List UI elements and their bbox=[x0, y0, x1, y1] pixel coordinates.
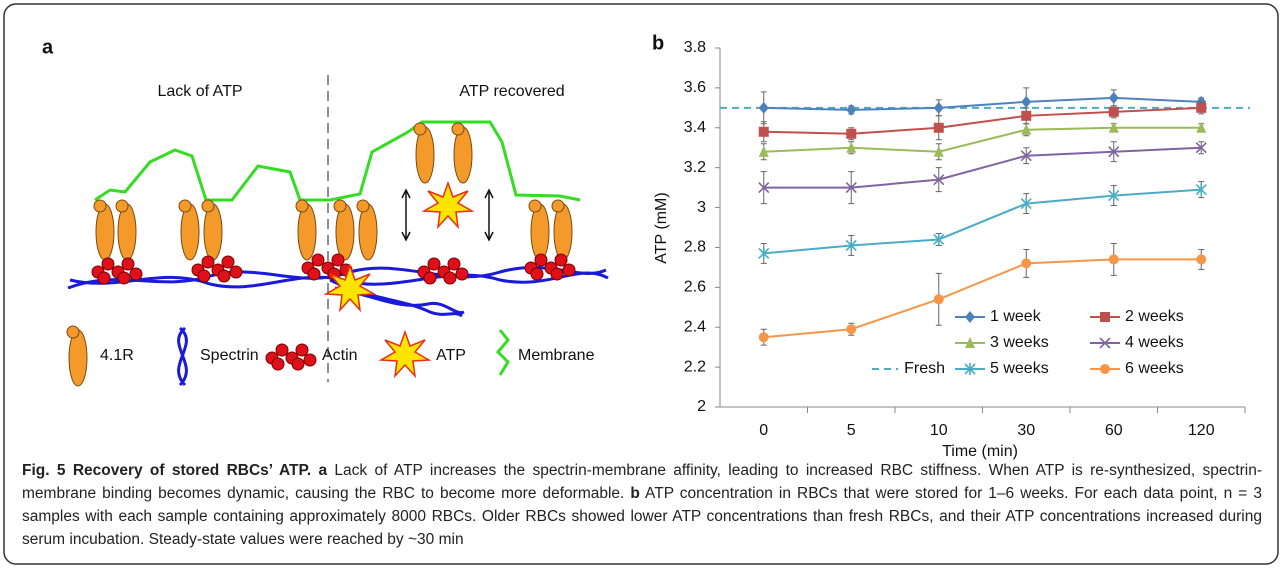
data-point bbox=[1108, 254, 1119, 265]
caption-text: ATP concentration in RBCs that were stor… bbox=[22, 485, 1262, 548]
data-point bbox=[758, 126, 769, 137]
x-tick-label: 10 bbox=[930, 422, 948, 439]
atp-icon bbox=[423, 182, 473, 228]
series-line bbox=[763, 146, 1202, 189]
data-point bbox=[758, 247, 770, 260]
legend-label: 6 weeks bbox=[1125, 360, 1184, 377]
data-point bbox=[1021, 110, 1032, 121]
data-point bbox=[1195, 142, 1207, 154]
data-point bbox=[933, 101, 944, 114]
data-point bbox=[1108, 121, 1119, 133]
data-point bbox=[933, 174, 945, 186]
caption-part-label: b bbox=[630, 485, 640, 502]
data-point bbox=[845, 182, 857, 194]
legend-label: Fresh bbox=[904, 360, 945, 377]
y-tick-label: 2.4 bbox=[684, 318, 706, 335]
data-point bbox=[1108, 91, 1119, 104]
legend-marker bbox=[964, 363, 976, 375]
data-point bbox=[1021, 95, 1032, 108]
panel-label: a bbox=[42, 36, 54, 58]
data-point bbox=[1196, 254, 1207, 265]
data-point bbox=[1020, 197, 1032, 210]
data-point bbox=[1196, 102, 1207, 113]
membrane bbox=[94, 120, 581, 202]
data-point bbox=[846, 128, 857, 139]
arrows bbox=[401, 188, 494, 242]
legend-marker bbox=[965, 337, 975, 348]
proteins bbox=[93, 122, 573, 261]
legend-marker bbox=[1100, 364, 1110, 374]
y-tick-label: 3 bbox=[697, 199, 706, 216]
series-line bbox=[763, 106, 1202, 135]
x-tick-label: 5 bbox=[847, 422, 856, 439]
data-point bbox=[1108, 146, 1120, 158]
y-tick-label: 2.6 bbox=[684, 279, 706, 296]
y-tick-label: 2 bbox=[697, 398, 706, 415]
data-point bbox=[933, 122, 944, 133]
data-point bbox=[933, 233, 945, 246]
data-point bbox=[933, 294, 944, 305]
data-point bbox=[758, 101, 769, 114]
data-point bbox=[758, 182, 770, 194]
data-point bbox=[846, 141, 857, 153]
caption-part-label: a bbox=[318, 462, 328, 479]
data-point bbox=[1108, 189, 1120, 202]
panel-a-title: Lack of ATP bbox=[157, 83, 242, 100]
data-point bbox=[1195, 183, 1207, 196]
legend-label: 3 weeks bbox=[990, 334, 1049, 351]
legend-label: 2 weeks bbox=[1125, 308, 1184, 325]
series-line bbox=[763, 96, 1202, 111]
panel-a-title: ATP recovered bbox=[459, 83, 564, 100]
caption-text: Lack of ATP increases the spectrin-membr… bbox=[22, 462, 1262, 502]
data-point bbox=[845, 239, 857, 252]
legend-label: 4.1R bbox=[100, 347, 134, 364]
x-tick-label: 60 bbox=[1105, 422, 1123, 439]
legend-label: Spectrin bbox=[200, 347, 259, 364]
diagram-legend bbox=[66, 325, 510, 387]
data-point bbox=[933, 145, 944, 157]
y-tick-label: 2.2 bbox=[684, 358, 706, 375]
frame bbox=[3, 3, 1279, 565]
series-line bbox=[763, 126, 1202, 153]
series-line bbox=[763, 258, 1202, 339]
legend-label: 5 weeks bbox=[990, 360, 1049, 377]
data-point bbox=[1021, 258, 1032, 269]
legend-marker bbox=[1100, 312, 1110, 322]
data-point bbox=[1108, 106, 1119, 117]
y-tick-label: 3.8 bbox=[684, 39, 706, 56]
x-tick-label: 30 bbox=[1017, 422, 1035, 439]
caption-title: Fig. 5 Recovery of stored RBCs’ ATP. bbox=[22, 462, 312, 479]
data-point bbox=[758, 145, 769, 157]
legend-label: Membrane bbox=[518, 347, 595, 364]
data-point bbox=[1020, 150, 1032, 162]
y-tick-label: 3.6 bbox=[684, 79, 706, 96]
x-axis-label: Time (min) bbox=[942, 443, 1018, 460]
legend-marker bbox=[965, 311, 975, 323]
legend-label: ATP bbox=[436, 347, 466, 364]
y-tick-label: 3.2 bbox=[684, 159, 706, 176]
series-line bbox=[763, 188, 1202, 255]
panel-label: b bbox=[652, 32, 664, 54]
legend-marker bbox=[1099, 337, 1111, 349]
legend-label: 1 week bbox=[990, 308, 1042, 325]
caption: Fig. 5 Recovery of stored RBCs’ ATP. a L… bbox=[22, 459, 1262, 551]
x-tick-label: 120 bbox=[1188, 422, 1215, 439]
legend-label: Actin bbox=[322, 347, 358, 364]
y-axis-label: ATP (mM) bbox=[653, 192, 670, 263]
y-tick-label: 3.4 bbox=[684, 119, 706, 136]
y-tick-label: 2.8 bbox=[684, 239, 706, 256]
data-point bbox=[1021, 123, 1032, 135]
data-point bbox=[1196, 121, 1207, 133]
data-point bbox=[846, 324, 857, 335]
data-point bbox=[758, 332, 769, 343]
data-point bbox=[846, 103, 857, 116]
legend-label: 4 weeks bbox=[1125, 334, 1184, 351]
x-tick-label: 0 bbox=[759, 422, 768, 439]
